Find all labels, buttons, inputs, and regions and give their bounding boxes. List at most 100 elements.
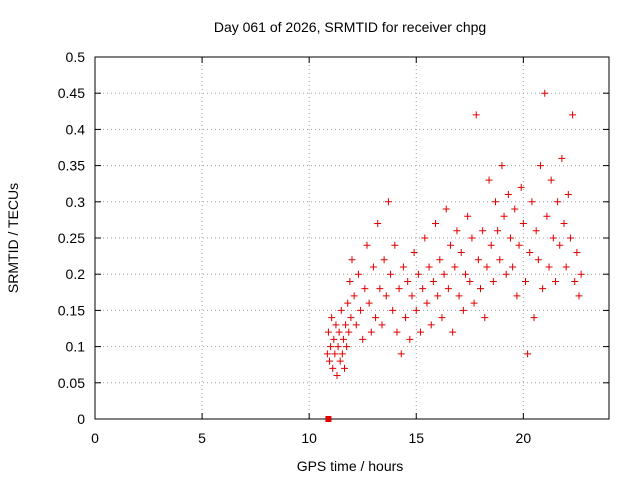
data-point: [506, 234, 514, 242]
data-point: [509, 263, 517, 271]
data-point: [483, 263, 491, 271]
data-point: [487, 241, 495, 249]
data-point: [442, 205, 450, 213]
data-point: [382, 292, 390, 300]
chart-title: Day 061 of 2026, SRMTID for receiver chp…: [214, 19, 486, 35]
data-point: [346, 277, 354, 285]
data-point: [560, 220, 568, 228]
data-point: [328, 314, 336, 322]
data-point: [391, 241, 399, 249]
data-point: [455, 292, 463, 300]
y-tick-label: 0: [77, 411, 85, 427]
data-point: [357, 306, 365, 314]
data-point: [517, 183, 525, 191]
data-point: [449, 328, 457, 336]
data-point: [539, 285, 547, 293]
zero-value-marker: [325, 416, 332, 422]
data-point: [425, 263, 433, 271]
y-axis-label: SRMTID / TECUs: [5, 183, 21, 293]
gridlines: [95, 57, 609, 419]
data-point: [417, 328, 425, 336]
data-point: [412, 306, 420, 314]
data-point: [436, 256, 444, 264]
data-point: [470, 299, 478, 307]
data-point: [551, 277, 559, 285]
data-point: [339, 335, 347, 343]
y-tick-label: 0.2: [66, 266, 86, 282]
data-point: [571, 277, 579, 285]
data-point: [530, 314, 538, 322]
data-point: [393, 328, 401, 336]
data-point: [466, 277, 474, 285]
data-point: [444, 285, 452, 293]
data-point: [573, 248, 581, 256]
y-tick-label: 0.3: [66, 194, 86, 210]
data-point: [528, 198, 536, 206]
data-point: [464, 212, 472, 220]
data-point: [556, 241, 564, 249]
data-point: [395, 285, 403, 293]
x-tick-label: 0: [91, 430, 99, 446]
y-tick-label: 0.15: [58, 302, 85, 318]
data-point: [408, 292, 416, 300]
data-point: [332, 321, 340, 329]
data-point: [459, 306, 467, 314]
data-point: [326, 357, 334, 365]
data-point: [348, 256, 356, 264]
data-point: [521, 277, 529, 285]
data-point: [345, 328, 353, 336]
data-point: [500, 212, 508, 220]
data-point: [532, 227, 540, 235]
data-point: [369, 263, 377, 271]
data-point: [457, 248, 465, 256]
data-point: [554, 198, 562, 206]
data-point: [440, 270, 448, 278]
data-point: [477, 285, 484, 293]
data-point: [323, 350, 331, 358]
x-tick-label: 10: [301, 430, 317, 446]
data-point: [330, 335, 338, 343]
data-point: [365, 299, 373, 307]
data-point: [336, 357, 344, 365]
x-axis-label: GPS time / hours: [297, 458, 404, 474]
data-point: [419, 285, 427, 293]
data-point: [496, 256, 504, 264]
data-point: [547, 176, 555, 184]
data-point: [564, 191, 572, 199]
data-point: [427, 321, 435, 329]
data-point: [481, 314, 489, 322]
data-point: [384, 198, 392, 206]
axis-ticks: [94, 56, 609, 420]
x-tick-label: 15: [408, 430, 424, 446]
data-point: [334, 343, 342, 351]
y-tick-label: 0.1: [66, 339, 86, 355]
data-point: [489, 277, 497, 285]
data-point: [352, 321, 360, 329]
y-tick-label: 0.45: [58, 85, 85, 101]
data-point: [338, 350, 346, 358]
data-point: [397, 350, 405, 358]
data-point: [363, 241, 371, 249]
data-point: [387, 270, 395, 278]
data-point: [347, 314, 355, 322]
y-tick-label: 0.35: [58, 158, 85, 174]
data-point: [341, 364, 349, 372]
data-point: [333, 372, 341, 380]
data-point: [342, 321, 350, 329]
data-point: [378, 321, 386, 329]
data-point: [474, 256, 482, 264]
data-point: [438, 314, 446, 322]
data-point: [354, 270, 362, 278]
y-tick-label: 0.4: [66, 121, 86, 137]
data-point: [534, 256, 542, 264]
data-point: [558, 154, 566, 162]
x-tick-label: 5: [198, 430, 206, 446]
data-point: [491, 198, 499, 206]
data-point: [519, 220, 527, 228]
data-point: [406, 335, 414, 343]
data-point: [543, 212, 551, 220]
data-point: [526, 248, 534, 256]
data-point: [434, 292, 442, 300]
data-point: [374, 220, 382, 228]
data-point: [399, 263, 407, 271]
